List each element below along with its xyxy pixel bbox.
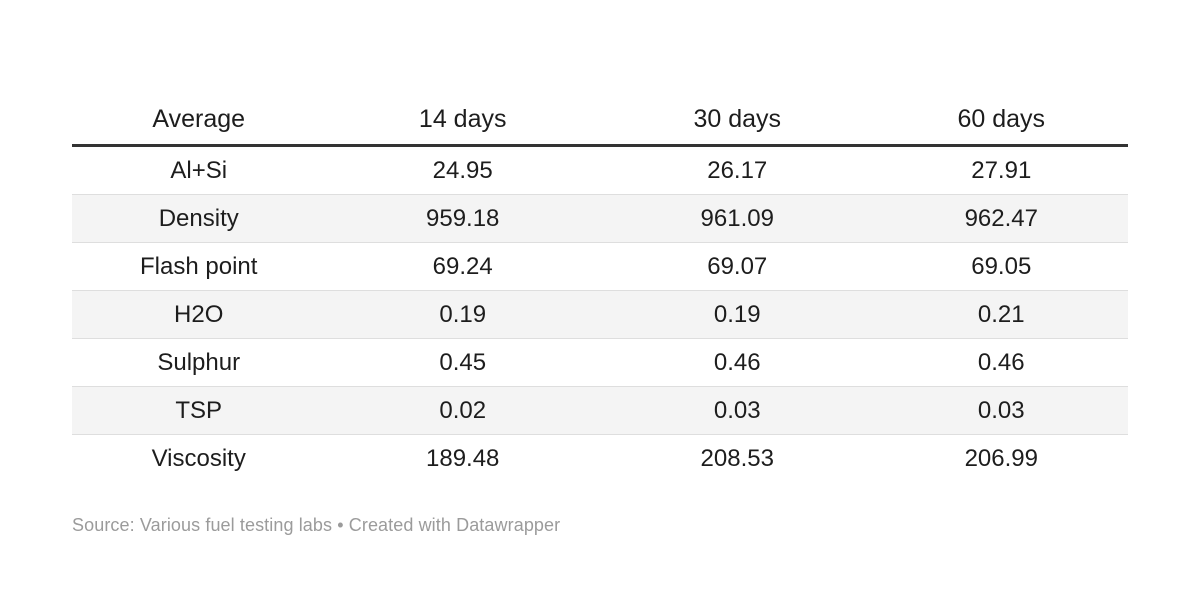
cell-value-14-days: 0.19: [325, 290, 600, 339]
cell-value-14-days: 959.18: [325, 194, 600, 243]
row-label: TSP: [72, 386, 326, 435]
row-label: Viscosity: [151, 444, 246, 472]
datawrapper-table-widget: Average 14 days 30 days 60 days Al+Si 24…: [72, 95, 1128, 536]
row-label: Flash point: [72, 242, 326, 291]
chart-footer: Source: Various fuel testing labs • Crea…: [72, 515, 1128, 536]
table-row-h2o: H2O 0.19 0.19 0.21: [72, 290, 1128, 339]
cell-value-30-days: 26.17: [599, 145, 875, 195]
cell-value-60-days: 206.99: [964, 444, 1038, 472]
cell-value-30-days: 208.53: [700, 444, 774, 472]
cell-value-60-days: 27.91: [874, 145, 1128, 195]
cell-value-60-days: 0.21: [874, 290, 1128, 339]
data-table: Average 14 days 30 days 60 days Al+Si 24…: [72, 95, 1128, 482]
table-row-density: Density 959.18 961.09 962.47: [72, 194, 1128, 243]
source-label: Source:: [72, 515, 135, 535]
cell-value-60-days: 0.46: [874, 338, 1128, 387]
cell-value-60-days: 962.47: [874, 194, 1128, 243]
column-header-average: Average: [72, 95, 326, 147]
table-row-flash-point: Flash point 69.24 69.07 69.05: [72, 242, 1128, 291]
table-row-al-si: Al+Si 24.95 26.17 27.91: [72, 145, 1128, 195]
datawrapper-attribution-link[interactable]: Created with Datawrapper: [348, 515, 561, 535]
table-row-viscosity: Viscosity 189.48 208.53 206.99: [72, 435, 1128, 483]
table-body: Al+Si 24.95 26.17 27.91 Density 959.18 9…: [72, 145, 1128, 483]
cell-value-14-days: 189.48: [426, 444, 500, 472]
column-header-60-days: 60 days: [874, 95, 1128, 147]
table-row-sulphur: Sulphur 0.45 0.46 0.46: [72, 338, 1128, 387]
cell-value-14-days: 24.95: [325, 145, 600, 195]
column-header-14-days: 14 days: [325, 95, 600, 147]
cell-value-14-days: 0.45: [325, 338, 600, 387]
cell-value-14-days: 0.02: [325, 386, 600, 435]
cell-value-60-days: 0.03: [874, 386, 1128, 435]
cell-value-30-days: 961.09: [599, 194, 875, 243]
row-label: H2O: [72, 290, 326, 339]
table-row-tsp: TSP 0.02 0.03 0.03: [72, 386, 1128, 435]
column-header-30-days: 30 days: [599, 95, 875, 147]
source-name: Various fuel testing labs: [139, 515, 333, 535]
footer-separator: •: [337, 515, 344, 535]
cell-value-30-days: 0.03: [599, 386, 875, 435]
cell-value-60-days: 69.05: [874, 242, 1128, 291]
header-row: Average 14 days 30 days 60 days: [72, 95, 1128, 147]
row-label: Density: [72, 194, 326, 243]
cell-value-30-days: 0.46: [599, 338, 875, 387]
row-label: Sulphur: [72, 338, 326, 387]
row-label: Al+Si: [72, 145, 326, 195]
cell-value-30-days: 69.07: [599, 242, 875, 291]
cell-value-14-days: 69.24: [325, 242, 600, 291]
cell-value-30-days: 0.19: [599, 290, 875, 339]
table-header: Average 14 days 30 days 60 days: [72, 95, 1128, 147]
